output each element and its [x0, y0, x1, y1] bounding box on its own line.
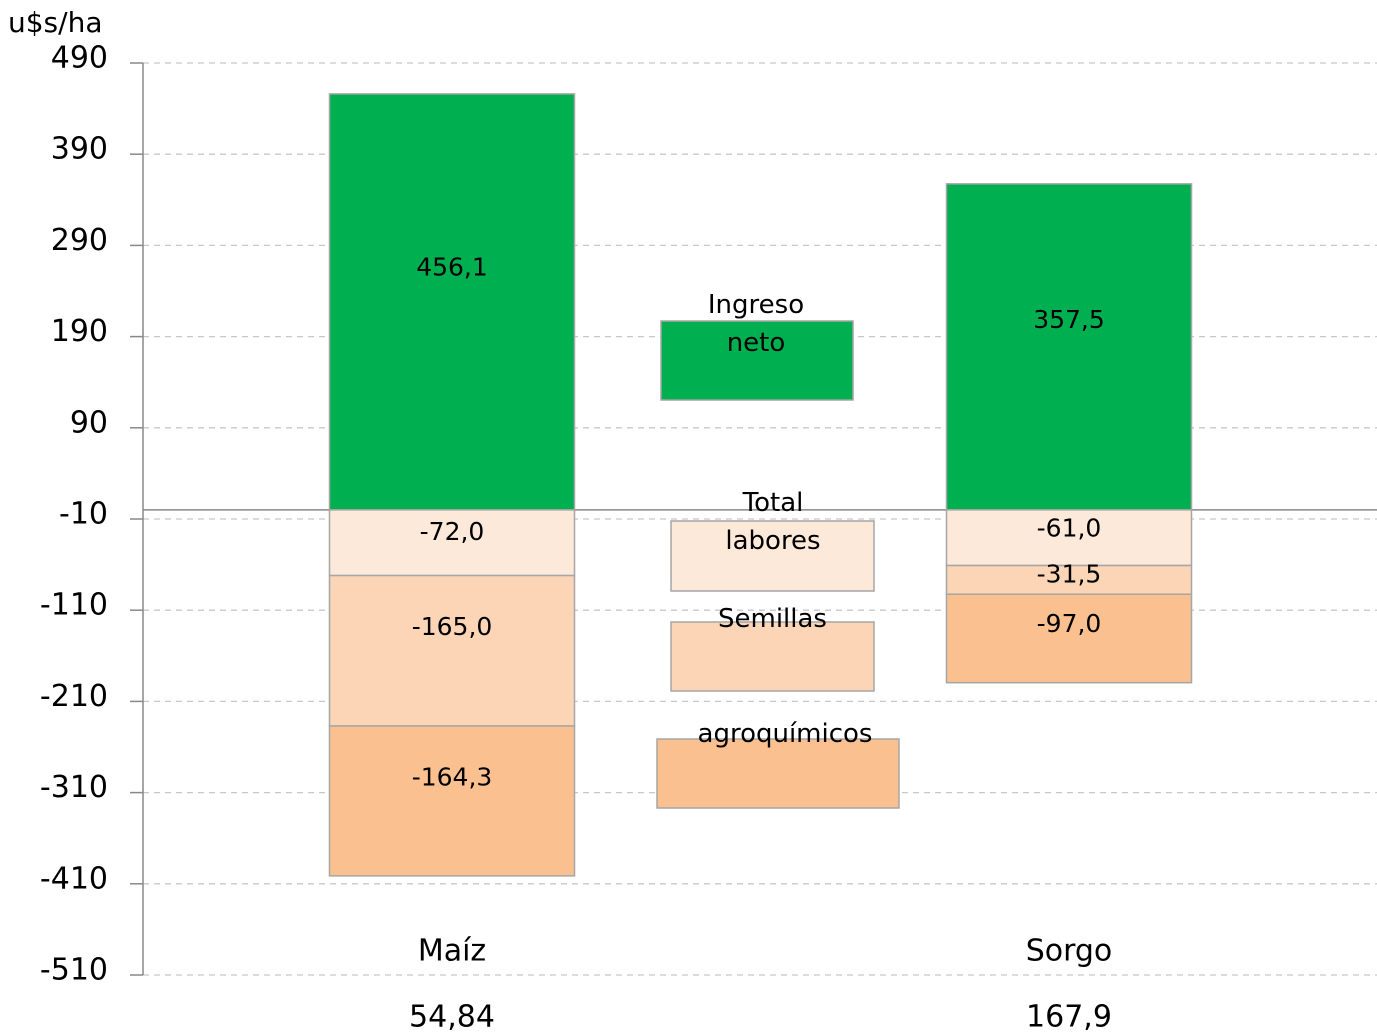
- legend-label: agroquímicos: [697, 719, 873, 749]
- y-tick-label: -510: [40, 953, 108, 988]
- data-label: -165,0: [412, 612, 493, 641]
- y-tick-label: -310: [40, 770, 108, 805]
- data-label: -164,3: [412, 762, 493, 791]
- y-tick-label: 290: [51, 223, 108, 258]
- legend-swatch: [660, 320, 854, 401]
- bottom-value: 54,84: [409, 1000, 495, 1034]
- legend-swatch: [670, 621, 875, 692]
- x-tick-label: Maíz: [418, 934, 486, 969]
- bar-segment: [945, 593, 1193, 684]
- y-tick-label: 90: [70, 405, 108, 440]
- legend-label: Ingreso neto: [707, 290, 805, 358]
- bar-segment: [328, 574, 576, 727]
- x-tick-label: Sorgo: [1026, 934, 1113, 969]
- bottom-value: 167,9: [1026, 1000, 1112, 1034]
- y-axis-label: u$s/ha: [8, 6, 103, 39]
- legend-swatch: [656, 738, 900, 809]
- y-tick-label: 190: [51, 314, 108, 349]
- legend-label: Semillas: [718, 604, 827, 634]
- data-label: 456,1: [416, 253, 488, 282]
- bar-segment: [945, 564, 1193, 595]
- legend-swatch: [670, 520, 875, 592]
- data-label: -61,0: [1037, 513, 1102, 542]
- bar-segment: [328, 725, 576, 877]
- y-tick-label: 390: [51, 132, 108, 167]
- y-tick-label: -210: [40, 679, 108, 714]
- y-tick-label: -10: [59, 497, 108, 532]
- y-tick-label: -410: [40, 861, 108, 896]
- data-label: -72,0: [420, 517, 485, 546]
- data-label: 357,5: [1033, 305, 1105, 334]
- data-label: -31,5: [1037, 560, 1102, 589]
- bar-segment: [945, 183, 1193, 511]
- legend-label: Total labores: [725, 488, 821, 556]
- bar-segment: [328, 93, 576, 511]
- y-tick-label: 490: [51, 41, 108, 76]
- data-label: -97,0: [1037, 609, 1102, 638]
- y-tick-label: -110: [40, 588, 108, 623]
